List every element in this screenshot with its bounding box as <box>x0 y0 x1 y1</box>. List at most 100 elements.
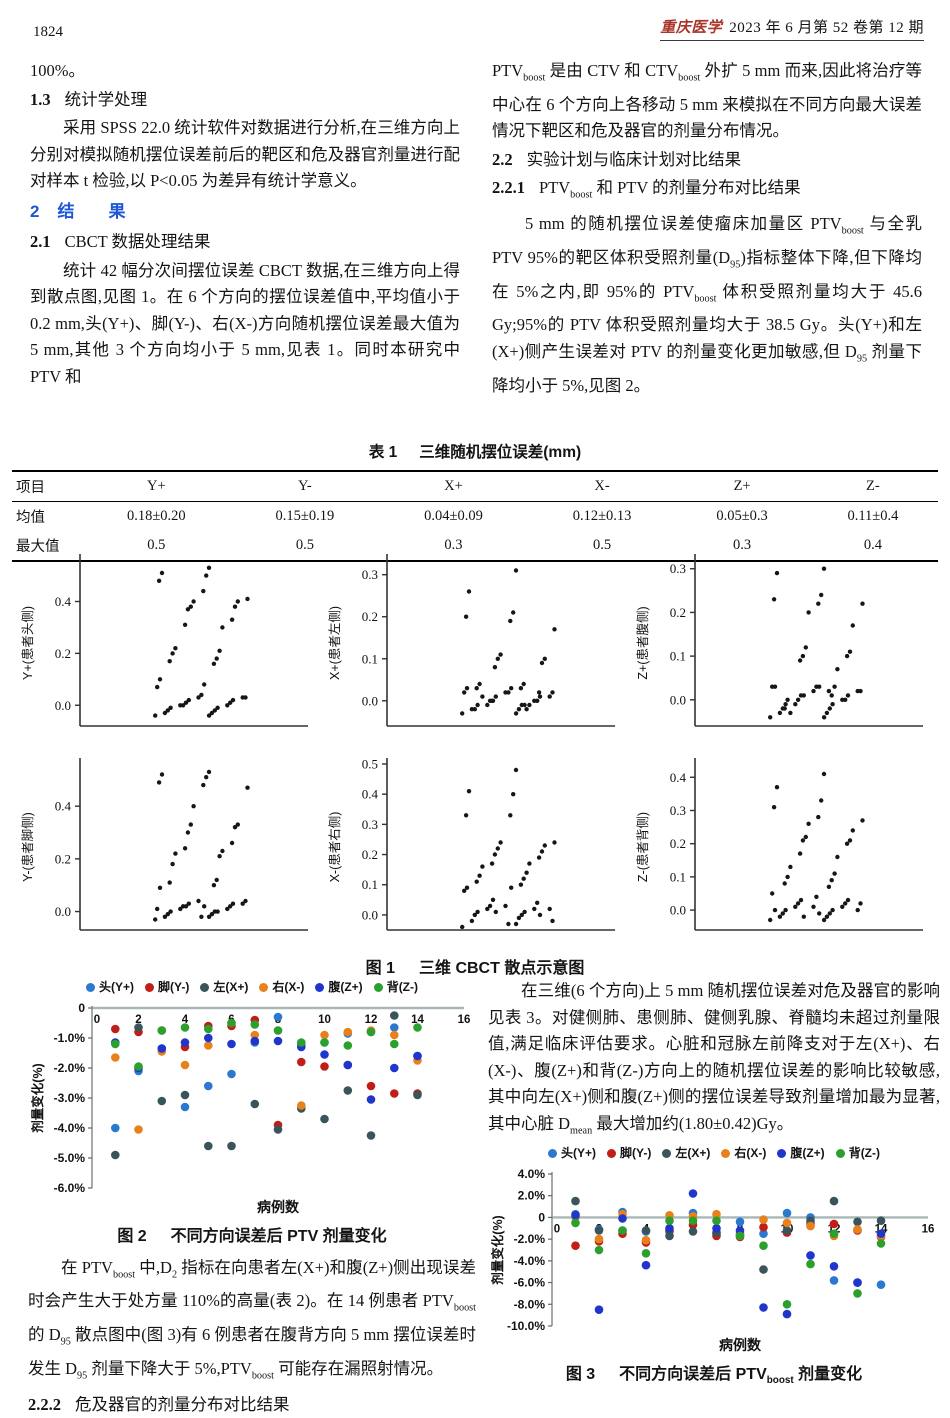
y-tick-label: -3.0% <box>54 1091 86 1105</box>
data-point <box>157 1096 167 1106</box>
data-point <box>834 667 840 672</box>
data-point <box>228 904 233 909</box>
data-point <box>806 610 811 615</box>
data-point <box>712 1210 721 1219</box>
data-point <box>366 1027 376 1037</box>
data-point <box>845 897 850 903</box>
data-point <box>186 697 191 703</box>
data-point <box>829 1262 839 1271</box>
data-point <box>390 1063 399 1073</box>
data-point <box>493 852 498 857</box>
y-tick-label: 0.0 <box>362 907 378 922</box>
data-point <box>201 782 206 788</box>
data-point <box>180 1023 190 1032</box>
data-point <box>795 697 800 702</box>
data-point <box>521 681 527 687</box>
data-point <box>413 1023 422 1032</box>
legend-dot-icon <box>721 1148 731 1158</box>
data-point <box>815 814 821 820</box>
data-point <box>206 769 212 775</box>
data-point <box>826 688 831 694</box>
data-point <box>134 1023 143 1032</box>
data-point <box>159 772 165 777</box>
table-cell: 项目 <box>12 471 82 502</box>
legend-label: 右(X-) <box>734 1146 767 1161</box>
data-point <box>850 623 855 628</box>
data-point <box>470 918 475 924</box>
data-point <box>153 713 158 718</box>
legend-dot-icon <box>259 982 269 992</box>
heading-2-2: 2.2 实验计划与临床计划对比结果 <box>492 149 742 169</box>
data-point <box>320 1050 329 1059</box>
journal-name: 重庆医学 <box>660 20 723 36</box>
legend-item: 腹(Z+) <box>315 974 363 1001</box>
y-axis-label: Y+(患者头侧) <box>21 606 35 680</box>
data-point <box>818 592 824 598</box>
data-point <box>366 1095 376 1104</box>
legend-item: 右(X-) <box>721 1140 766 1167</box>
data-point <box>845 693 850 698</box>
table-cell: 0.18±0.20 <box>126 508 186 524</box>
data-point <box>343 1086 353 1095</box>
data-point <box>641 1236 651 1245</box>
y-tick-label: 0.1 <box>669 869 685 884</box>
figure3-chart: 4.0%2.0%0-2.0%-4.0%-6.0%-8.0%-10.0%02468… <box>490 1167 935 1353</box>
data-point <box>180 703 186 708</box>
data-point <box>214 877 219 883</box>
data-point <box>196 898 201 904</box>
data-point <box>665 1231 674 1241</box>
y-axis-label: 剂量变化(%) <box>490 1216 505 1286</box>
figure1-block: 0.0 0.2 0.4 Y+(患者头侧) 0.0 0.1 0.2 0.3 X+(患者左侧) 0… <box>14 548 936 978</box>
data-point <box>157 677 163 682</box>
y-tick-label: -6.0% <box>514 1276 546 1290</box>
data-point <box>472 912 478 918</box>
y-tick-label: 0.5 <box>362 757 378 772</box>
legend-dot-icon <box>200 982 210 992</box>
data-point <box>832 871 837 876</box>
table-cell: X+ <box>379 471 528 502</box>
data-point <box>712 1224 721 1233</box>
data-point <box>542 843 548 848</box>
data-point <box>803 834 808 840</box>
x-tick-label: 12 <box>365 1014 378 1026</box>
legend-dot-icon <box>85 982 95 992</box>
data-point <box>735 1217 745 1227</box>
data-point <box>816 684 822 689</box>
data-point <box>493 909 499 915</box>
data-point <box>180 1102 190 1112</box>
data-point <box>493 694 499 699</box>
data-point <box>475 702 481 708</box>
data-point <box>220 625 225 630</box>
data-point <box>782 881 787 886</box>
x-tick-label: 16 <box>922 1224 935 1236</box>
data-point <box>522 909 528 915</box>
heading-1-3: 1.3 统计学处理 <box>30 89 148 109</box>
y-tick-label: 0.2 <box>669 836 685 851</box>
data-point <box>829 693 834 698</box>
table-cell: 0.3 <box>733 537 752 553</box>
data-point <box>759 1223 768 1232</box>
legend-dot-icon <box>606 1148 616 1158</box>
data-point <box>522 702 528 708</box>
data-point <box>535 900 540 905</box>
data-point <box>217 854 222 859</box>
y-tick-label: 0.4 <box>362 787 379 802</box>
y-tick-label: -6.0% <box>54 1181 86 1195</box>
data-point <box>785 697 790 702</box>
data-point <box>206 713 212 718</box>
data-point <box>641 1249 651 1258</box>
legend-label: 背(Z-) <box>848 1146 881 1161</box>
data-point <box>813 894 819 899</box>
data-point <box>783 907 788 913</box>
data-point <box>199 692 204 698</box>
data-point <box>490 698 495 703</box>
data-point <box>191 804 196 809</box>
data-point <box>759 1215 768 1225</box>
data-point <box>801 914 806 919</box>
data-point <box>204 775 209 780</box>
table-cell: 0.12±0.13 <box>572 508 632 524</box>
table-cell: Z- <box>807 471 938 502</box>
figure2-chart: 0-1.0%-2.0%-3.0%-4.0%-5.0%-6.0%024681012… <box>30 1001 470 1215</box>
data-point <box>196 695 201 700</box>
data-point <box>111 1123 120 1133</box>
